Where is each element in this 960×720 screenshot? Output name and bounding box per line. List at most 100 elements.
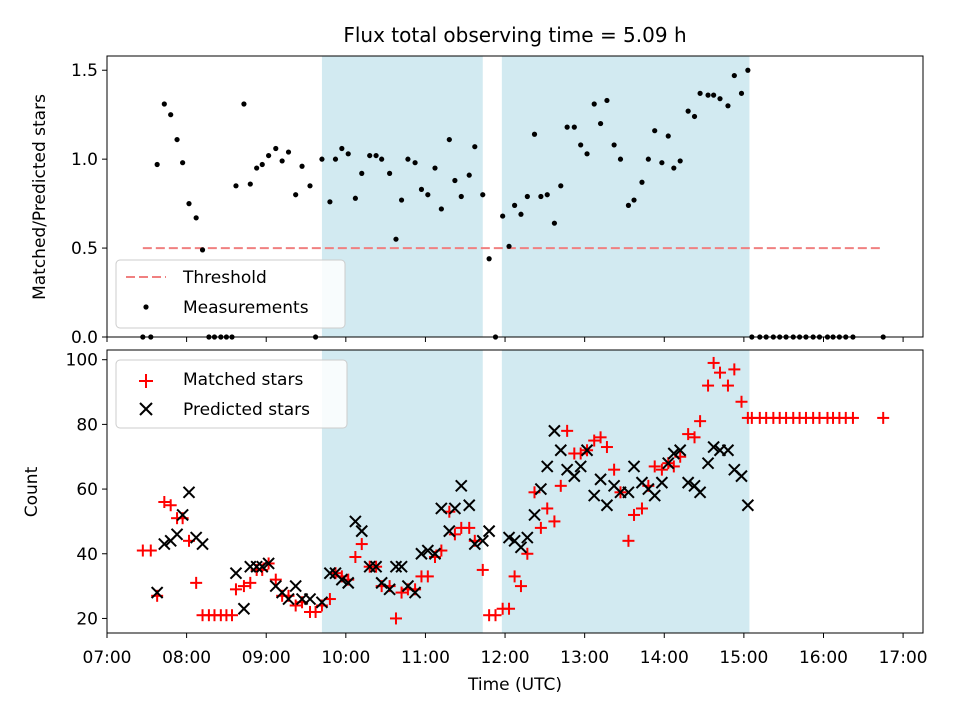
measurement-point: [352, 195, 358, 201]
matched-star-point: [476, 563, 489, 576]
matched-star-point: [489, 609, 502, 622]
legend-predicted-swatch: [139, 402, 153, 416]
measurement-point: [639, 179, 645, 185]
measurement-point: [524, 193, 530, 200]
y-tick-label: 1.5: [71, 61, 98, 81]
predicted-star-point: [196, 537, 209, 551]
x-tick-label: 07:00: [83, 648, 132, 668]
predicted-star-point: [463, 499, 476, 512]
measurement-point: [154, 161, 160, 168]
measurement-point: [418, 186, 425, 192]
y-tick-label: 0.0: [71, 328, 98, 348]
predicted-star-point: [182, 486, 196, 499]
measurement-point: [279, 158, 285, 164]
matched-star-point: [877, 411, 890, 424]
matched-star-point: [561, 424, 574, 437]
measurement-point: [299, 163, 305, 169]
measurement-point: [266, 152, 272, 159]
measurement-point: [367, 152, 373, 159]
matched-star-point: [594, 431, 607, 444]
predicted-star-point: [375, 576, 388, 590]
measurement-point: [466, 172, 472, 178]
predicted-star-point: [158, 537, 171, 551]
measurement-point: [506, 243, 512, 249]
top-panel-frame: [106, 55, 924, 338]
predicted-star-point: [741, 499, 755, 512]
predicted-star-point: [568, 469, 581, 483]
measurement-point: [544, 192, 550, 198]
predicted-star-point: [514, 541, 528, 554]
y-tick-label: 0.5: [71, 239, 98, 259]
y-tick-label: 20: [76, 609, 98, 629]
measurement-point: [293, 192, 299, 198]
measurement-point: [332, 156, 339, 162]
measurement-point: [199, 247, 206, 253]
matched-star-point: [244, 576, 257, 589]
measurement-point: [518, 211, 524, 217]
measurement-point: [625, 202, 632, 208]
y-tick-label: 40: [76, 545, 98, 565]
top-panel: 0.0 0.5 1.0 1.5 Matched/Predicted stars Thr…: [30, 55, 924, 348]
legend-matched-swatch: [139, 374, 153, 388]
y-tick-label: 100: [66, 351, 98, 371]
bottom-y-axis-label: Count: [22, 466, 42, 517]
measurement-point: [538, 193, 544, 200]
measurement-point: [307, 183, 313, 189]
matched-star-point: [600, 441, 613, 454]
predicted-star-point: [521, 531, 534, 544]
predicted-star-point: [383, 583, 396, 596]
x-axis-label: Time (UTC): [467, 675, 562, 695]
predicted-star-point: [323, 566, 337, 580]
measurement-point: [645, 156, 651, 162]
measurement-point: [671, 165, 677, 171]
measurement-point: [241, 101, 247, 107]
predicted-star-point: [648, 489, 661, 502]
x-tick-label: 10:00: [321, 648, 370, 668]
matched-star-point: [541, 502, 554, 515]
predicted-star-point: [622, 486, 635, 499]
predicted-star-point: [176, 508, 189, 522]
measurement-point: [705, 92, 711, 98]
matched-star-point: [225, 609, 238, 622]
matched-star-point: [508, 570, 521, 583]
predicted-star-point: [667, 447, 681, 460]
predicted-star-point: [482, 524, 496, 538]
predicted-star-point: [170, 528, 184, 541]
x-tick-label: 14:00: [640, 648, 689, 668]
predicted-star-point: [662, 456, 675, 470]
top-legend: Threshold Measurements: [115, 259, 346, 329]
measurement-point: [738, 90, 745, 96]
matched-star-point: [395, 586, 408, 599]
matched-star-point: [635, 502, 648, 515]
measurement-point: [393, 236, 399, 242]
matched-star-point: [237, 580, 250, 593]
measurement-point: [745, 67, 751, 73]
matched-star-point: [164, 499, 177, 512]
matched-star-point: [269, 573, 282, 586]
predicted-star-point: [455, 479, 468, 493]
predicted-star-point: [594, 473, 607, 486]
legend-matched-label: Matched stars: [183, 370, 303, 390]
matched-star-point: [622, 534, 635, 547]
measurement-point: [174, 136, 180, 143]
measurement-point: [168, 112, 174, 118]
predicted-star-point: [502, 531, 516, 544]
measurement-point: [578, 142, 584, 148]
measurement-point: [379, 156, 385, 162]
matched-star-point: [735, 395, 748, 408]
measurement-point: [327, 199, 333, 205]
measurement-point: [480, 192, 486, 198]
measurement-point: [472, 144, 478, 150]
measurement-point: [452, 177, 458, 184]
measurement-point: [412, 160, 418, 166]
matched-star-point: [655, 463, 668, 476]
top-y-axis-label: Matched/Predicted stars: [30, 94, 50, 300]
predicted-star-point: [468, 537, 482, 551]
matched-star-point: [648, 460, 661, 473]
x-tick-label: 13:00: [560, 648, 609, 668]
measurement-point: [233, 183, 239, 189]
predicted-star-point: [229, 566, 243, 580]
matched-star-point: [588, 434, 601, 447]
measurement-point: [564, 124, 570, 130]
measurement-point: [259, 161, 265, 168]
